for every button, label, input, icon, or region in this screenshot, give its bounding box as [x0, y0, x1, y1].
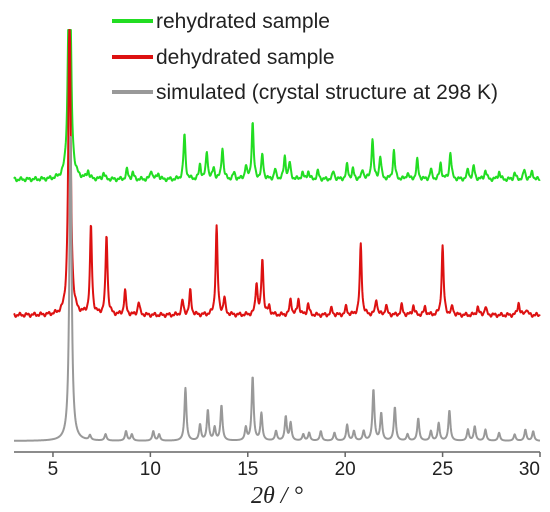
- legend-label-dehydrated: dehydrated sample: [156, 46, 335, 69]
- x-axis-label: 2θ / °: [251, 483, 303, 509]
- x-tick-label: 5: [48, 459, 59, 480]
- x-tick-label: 20: [335, 459, 356, 480]
- legend-item-rehydrated: rehydrated sample: [112, 10, 330, 33]
- x-ticks: 5 10 15 20 25 30: [48, 452, 541, 480]
- legend-item-dehydrated: dehydrated sample: [112, 46, 335, 69]
- legend-label-rehydrated: rehydrated sample: [156, 10, 330, 33]
- legend-item-simulated: simulated (crystal structure at 298 K): [112, 81, 498, 104]
- series-line-dehydrated: [13, 29, 541, 319]
- legend: rehydrated sample dehydrated sample simu…: [112, 10, 498, 104]
- traces: [13, 29, 541, 442]
- series-line-simulated: [13, 135, 541, 442]
- x-tick-label: 30: [519, 459, 540, 480]
- legend-label-simulated: simulated (crystal structure at 298 K): [156, 81, 498, 104]
- x-tick-label: 25: [432, 459, 453, 480]
- x-tick-label: 15: [237, 459, 258, 480]
- x-axis: 5 10 15 20 25 30: [14, 451, 541, 480]
- series-line-rehydrated: [13, 29, 541, 183]
- x-tick-label: 10: [140, 459, 161, 480]
